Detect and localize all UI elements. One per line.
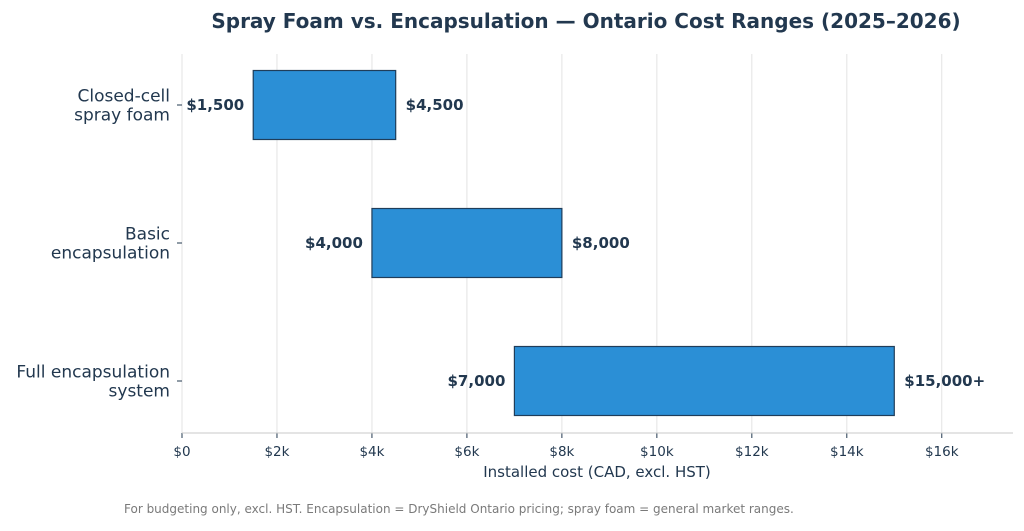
bars-layer [252, 69, 895, 417]
x-tick-label: $10k [640, 444, 674, 460]
range-bar [371, 207, 563, 279]
footnote: For budgeting only, excl. HST. Encapsula… [124, 502, 794, 516]
x-tick-label: $0 [173, 444, 190, 460]
category-label: spray foam [74, 106, 170, 126]
category-label: encapsulation [51, 244, 170, 264]
x-tick-label: $4k [359, 444, 384, 460]
range-bar [252, 69, 397, 141]
labels-layer: $0 $2k $4k $6k $8k $10k $12k $14k $16k Closed-cel… [16, 87, 985, 461]
chart-title: Spray Foam vs. Encapsulation — Ontario C… [211, 9, 960, 33]
x-tick-label: $16k [925, 444, 959, 460]
category-label: Full encapsulation [16, 363, 170, 383]
high-value-label: $8,000 [572, 234, 630, 252]
x-tick-label: $6k [454, 444, 479, 460]
high-value-label: $15,000+ [904, 372, 985, 390]
category-label: system [109, 382, 170, 402]
low-value-label: $7,000 [448, 372, 506, 390]
category-label: Closed-cell [78, 87, 171, 107]
low-value-label: $1,500 [186, 96, 244, 114]
low-value-label: $4,000 [305, 234, 363, 252]
x-tick-label: $14k [830, 444, 864, 460]
x-axis-title: Installed cost (CAD, excl. HST) [483, 463, 711, 481]
range-bar [513, 345, 895, 417]
high-value-label: $4,500 [406, 96, 464, 114]
x-tick-label: $2k [264, 444, 289, 460]
x-tick-label: $12k [735, 444, 769, 460]
x-tick-label: $8k [549, 444, 574, 460]
axes-layer [177, 104, 1013, 438]
category-label: Basic [125, 225, 170, 245]
